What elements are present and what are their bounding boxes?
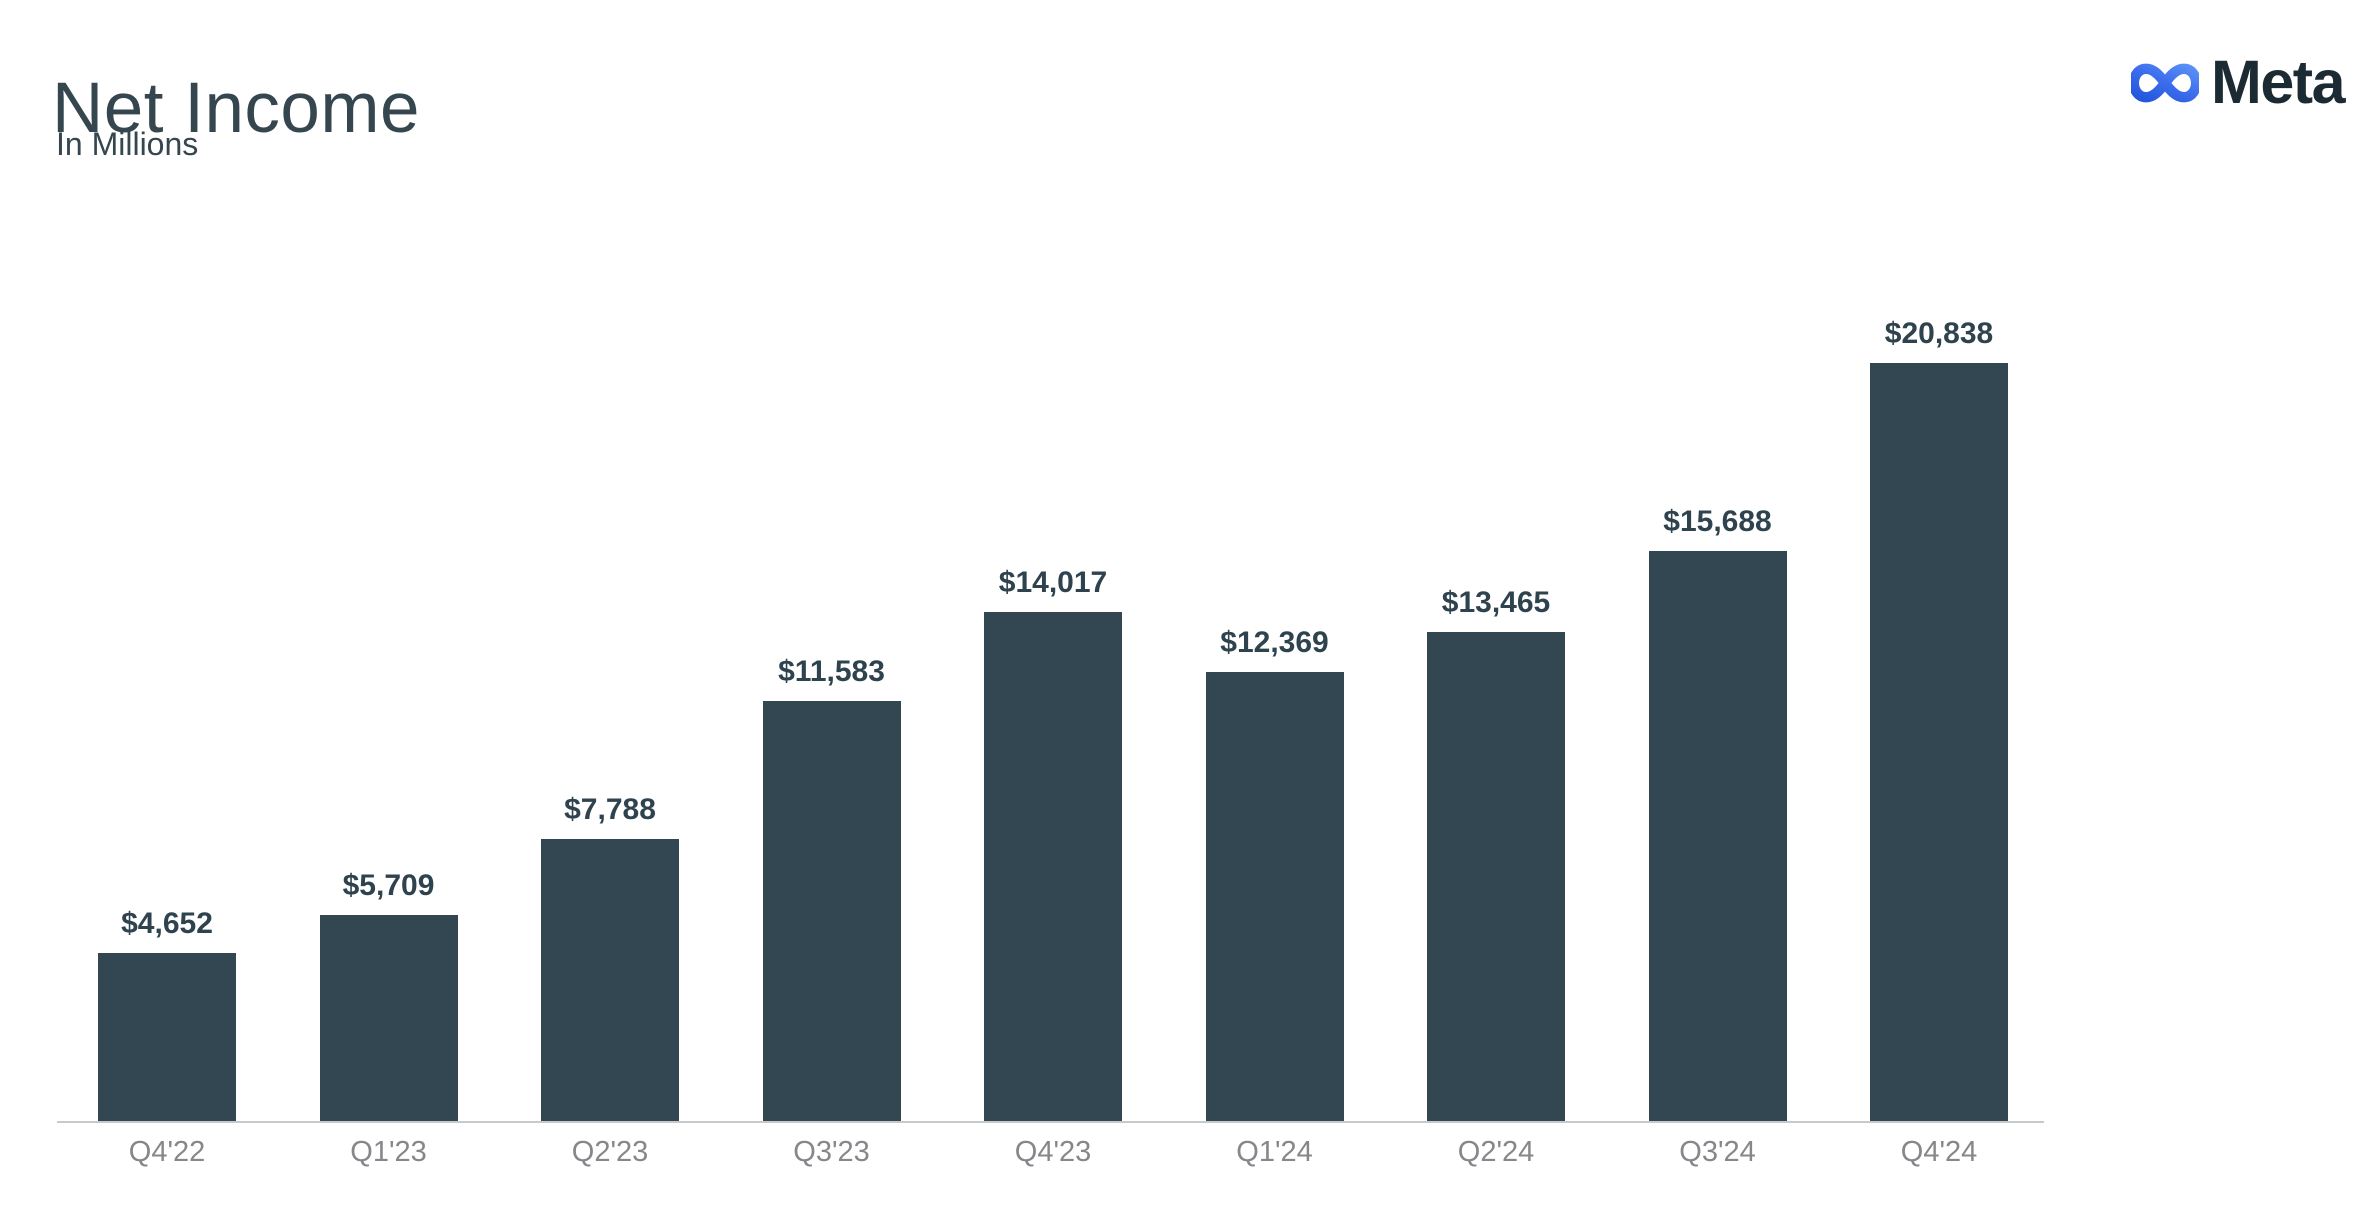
x-axis-tick-label: Q1'24 [1236, 1136, 1313, 1168]
bar [1648, 551, 1787, 1123]
x-axis-tick-label: Q4'22 [128, 1136, 206, 1168]
bar-value-label: $12,369 [1220, 626, 1329, 659]
x-axis-line [57, 1121, 2044, 1123]
bar-value-label: $14,017 [998, 566, 1108, 599]
bar [319, 915, 458, 1123]
x-axis-tick-label: Q3'23 [793, 1136, 870, 1168]
bar-value-label: $4,652 [121, 907, 213, 940]
bar-value-label: $20,838 [1884, 317, 1994, 350]
page-title: Net Income [52, 68, 421, 148]
bar [762, 701, 901, 1123]
bar-value-label: $7,788 [564, 793, 656, 826]
x-axis-tick-label: Q1'23 [350, 1136, 427, 1168]
meta-infinity-icon [2131, 60, 2200, 106]
bar-value-label: $13,465 [1441, 586, 1551, 619]
x-axis-tick-label: Q4'24 [1900, 1136, 1978, 1168]
x-axis-tick-label: Q2'23 [571, 1136, 649, 1168]
meta-logo: Meta [2131, 48, 2345, 116]
bar [98, 953, 236, 1123]
bar [1205, 672, 1344, 1123]
x-axis-tick-label: Q4'23 [1014, 1136, 1092, 1168]
bar-value-label: $5,709 [342, 869, 435, 902]
meta-wordmark: Meta [2211, 48, 2345, 116]
bar [1870, 363, 2008, 1123]
bar-value-label: $11,583 [778, 655, 885, 688]
bar-value-label: $15,688 [1663, 505, 1772, 538]
bar [984, 612, 1122, 1123]
bar [1427, 632, 1565, 1123]
bar [541, 839, 679, 1123]
x-axis-tick-label: Q2'24 [1457, 1136, 1535, 1168]
chart-subtitle: In Millions [56, 126, 199, 162]
x-axis-tick-label: Q3'24 [1679, 1136, 1756, 1168]
